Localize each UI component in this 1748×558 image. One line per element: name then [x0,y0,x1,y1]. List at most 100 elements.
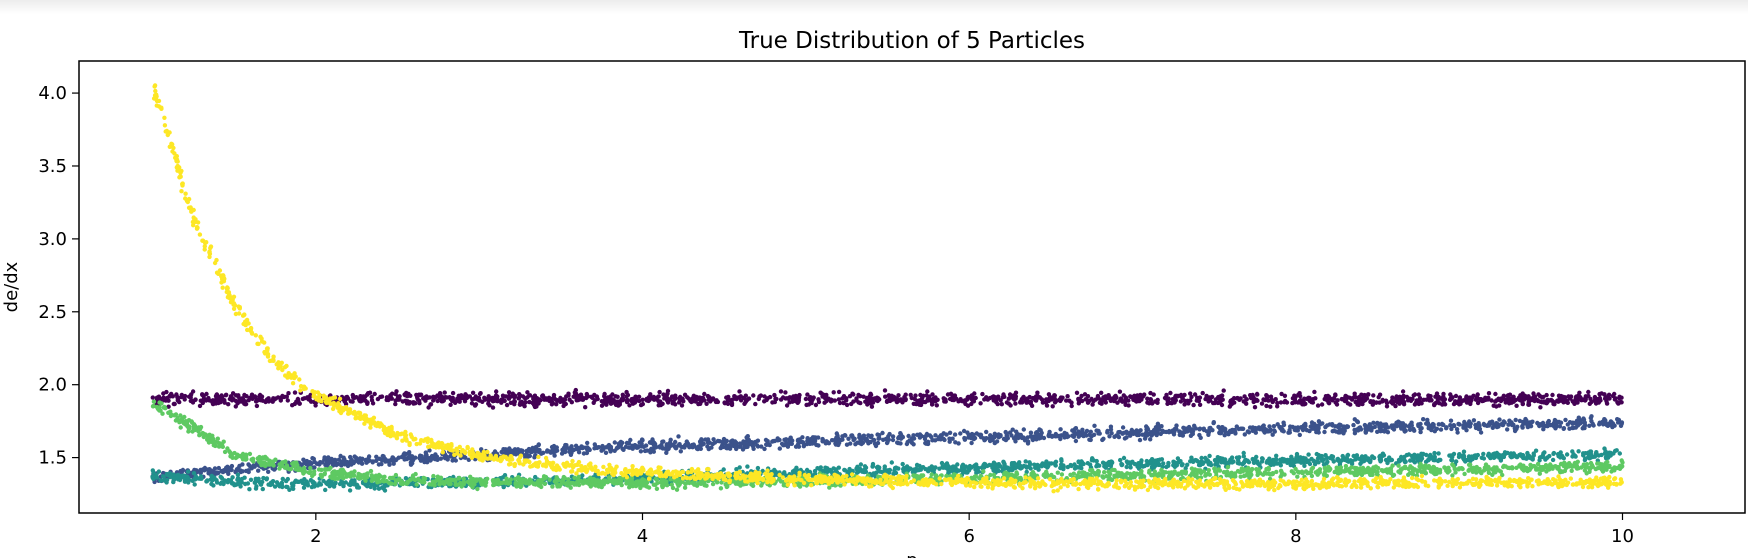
data-point [435,398,440,404]
data-point [1201,427,1207,433]
data-point [1380,424,1385,429]
data-point [602,391,607,397]
data-point [782,437,787,442]
data-point [660,439,665,444]
data-point [862,464,868,469]
data-point [1020,435,1026,440]
data-point [1587,401,1593,406]
data-point [925,398,930,403]
data-point [1097,431,1102,436]
data-point [314,461,320,466]
data-point [150,395,155,400]
data-point [822,400,827,405]
data-point [1462,419,1467,425]
data-point [1082,392,1088,397]
data-point [1602,392,1607,397]
data-point [919,397,924,402]
data-point [1337,422,1342,427]
data-point [240,462,245,467]
data-point [632,398,637,403]
data-point [627,403,632,408]
data-point [1046,392,1052,397]
data-point [1241,454,1247,459]
data-point [500,393,506,398]
data-point [704,401,709,406]
data-point [860,440,866,445]
data-point [1436,457,1442,463]
data-point [708,399,713,404]
data-point [1315,403,1321,408]
data-point [594,445,600,451]
data-point [1490,425,1496,430]
data-point [280,393,285,399]
data-point [804,402,809,408]
data-point [962,398,968,403]
data-point [1136,398,1141,404]
data-point [1416,422,1421,427]
data-point [389,396,394,401]
data-point [1274,457,1279,462]
data-point [796,398,801,403]
data-point [1612,448,1618,454]
data-point [848,441,853,446]
data-point [193,397,198,402]
data-point [202,465,208,471]
data-point [970,398,976,404]
data-point [1208,462,1214,468]
series-2-points [150,414,1625,485]
data-point [1461,449,1467,454]
data-point [917,402,922,407]
data-point [1234,424,1240,429]
data-point [832,398,837,403]
data-point [666,446,671,451]
data-point [1235,396,1240,401]
data-point [437,395,443,400]
data-point [1331,459,1337,464]
data-point [1547,453,1552,459]
data-point [1265,429,1271,434]
data-point [156,469,162,474]
data-point [470,397,475,402]
data-point [657,389,662,395]
data-point [1505,450,1510,456]
data-points-layer [150,83,1625,494]
data-point [947,469,953,474]
data-point [636,394,642,399]
data-point [250,394,255,400]
data-point [302,481,307,487]
data-point [1553,426,1558,431]
data-point [426,405,431,410]
data-point [729,397,734,403]
data-point [1340,453,1345,459]
data-point [356,460,361,465]
data-point [784,403,790,408]
data-point [1153,463,1159,468]
data-point [984,429,989,435]
data-point [791,398,796,403]
data-point [933,465,938,470]
data-point [1188,398,1193,403]
data-point [1571,399,1576,405]
data-point [637,398,642,404]
data-point [880,430,885,436]
data-point [216,465,221,471]
data-point [726,443,731,448]
data-point [1481,421,1487,427]
data-point [906,433,911,439]
data-point [1575,400,1580,405]
data-point [851,392,856,397]
data-point [1496,396,1501,401]
data-point [1105,430,1110,435]
data-point [699,395,704,401]
data-point [1039,397,1045,402]
data-point [472,403,478,408]
data-point [679,403,685,408]
data-point [463,392,468,397]
data-point [1085,400,1091,405]
data-point [393,401,398,407]
data-point [896,434,902,440]
data-point [531,402,537,408]
data-point [1240,461,1245,467]
data-point [935,397,940,402]
data-point [666,396,671,402]
